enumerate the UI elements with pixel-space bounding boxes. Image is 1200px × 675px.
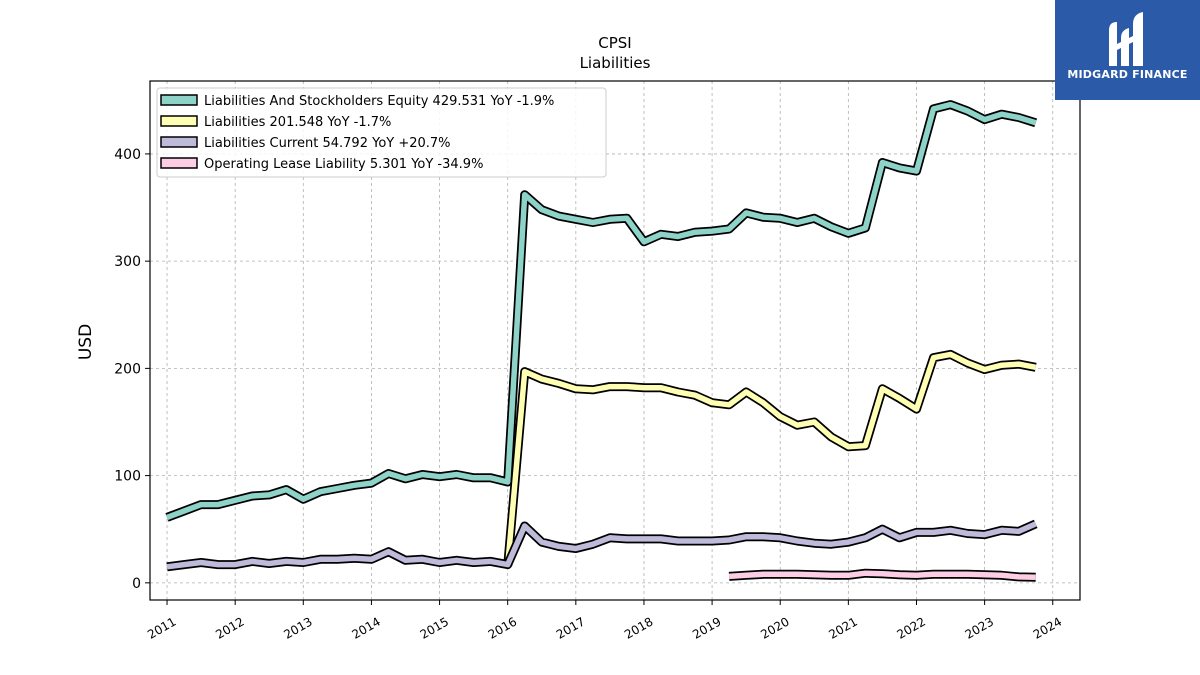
y-tick-label: 0 (132, 576, 141, 592)
legend-label: Liabilities Current 54.792 YoY +20.7% (204, 136, 451, 151)
x-tick-label: 2014 (349, 614, 382, 641)
x-axis: 2011 2012 2013 2014 2015 2016 2017 2018 2019 2020… (145, 600, 1064, 642)
x-tick-label: 2011 (145, 614, 178, 641)
x-tick-label: 2021 (826, 614, 859, 641)
x-tick-label: 2018 (622, 614, 655, 641)
x-tick-label: 2012 (213, 614, 246, 641)
legend: Liabilities And Stockholders Equity 429.… (156, 87, 607, 178)
series-line (166, 101, 1037, 520)
y-axis-label: USD (76, 324, 96, 360)
series-line (504, 351, 1037, 566)
y-tick-label: 400 (114, 147, 141, 163)
legend-label: Liabilities And Stockholders Equity 429.… (204, 94, 554, 109)
legend-box (156, 87, 607, 178)
y-axis: 0 100 200 300 400 (114, 147, 150, 592)
legend-swatch (160, 157, 198, 169)
x-tick-label: 2019 (690, 614, 723, 641)
brand-logo: MIDGARD FINANCE (1055, 0, 1200, 100)
series-layer (165, 100, 1038, 582)
y-tick-label: 100 (114, 469, 141, 485)
logo-text: MIDGARD FINANCE (1067, 68, 1188, 81)
x-tick-label: 2020 (758, 614, 791, 641)
series-line (728, 570, 1036, 580)
midgard-logo-icon (1109, 12, 1143, 66)
legend-swatch (160, 136, 198, 148)
x-tick-label: 2015 (418, 614, 451, 641)
x-tick-label: 2024 (1031, 614, 1064, 641)
y-tick-label: 300 (114, 254, 141, 270)
series-line (166, 521, 1037, 570)
y-tick-label: 200 (114, 361, 141, 377)
legend-swatch (160, 94, 198, 106)
x-tick-label: 2016 (486, 614, 519, 641)
grid-lines (150, 81, 1080, 600)
legend-label: Liabilities 201.548 YoY -1.7% (204, 115, 391, 130)
x-tick-label: 2022 (895, 614, 928, 641)
x-tick-label: 2013 (281, 614, 314, 641)
plot-frame (149, 80, 1081, 601)
legend-swatch (160, 115, 198, 127)
legend-label: Operating Lease Liability 5.301 YoY -34.… (204, 157, 483, 172)
chart-subtitle: Liabilities (580, 54, 651, 72)
x-tick-label: 2023 (963, 614, 996, 641)
x-tick-label: 2017 (554, 614, 587, 641)
chart-title: CPSI (598, 34, 631, 52)
